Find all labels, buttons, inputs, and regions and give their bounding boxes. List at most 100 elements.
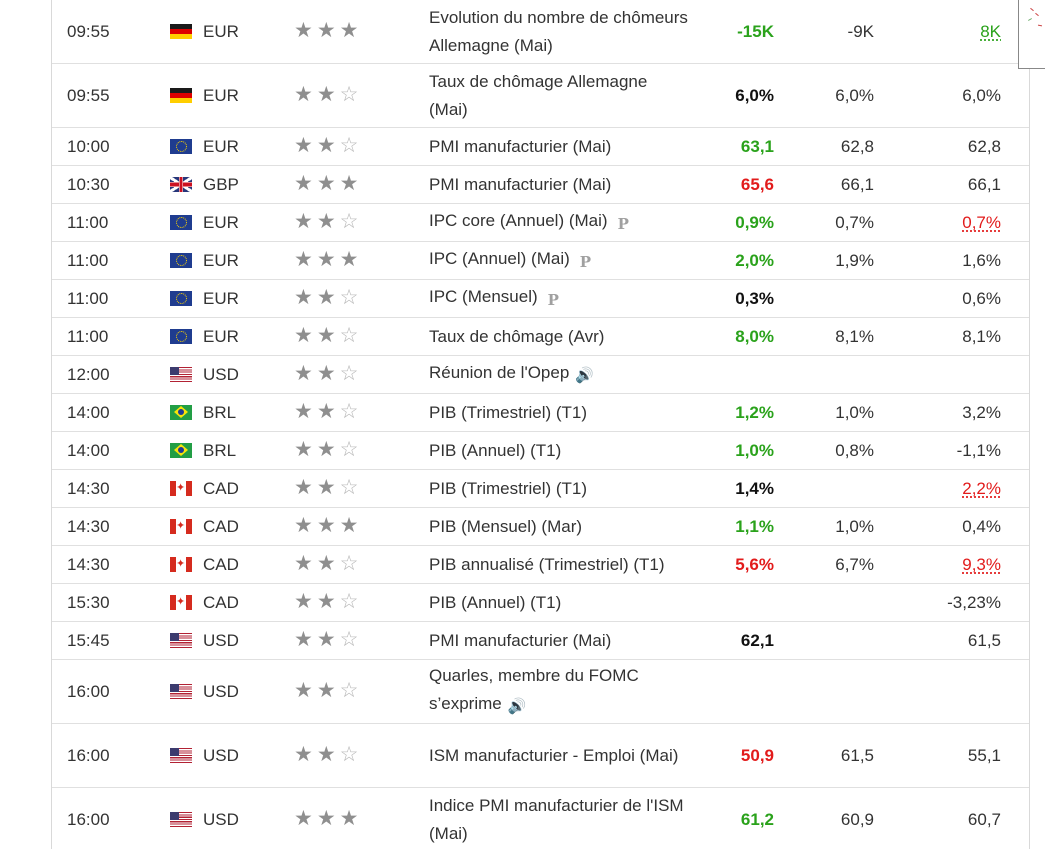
previous-value: 66,1 (874, 166, 1001, 204)
event-row[interactable]: 15:45 USD ★★☆ PMI manufacturier (Mai) 62,1 61… (52, 622, 1029, 660)
eu-flag-icon (170, 214, 192, 230)
event-name-link[interactable]: PIB (Mensuel) (Mar) (429, 516, 583, 536)
event-name-link[interactable]: PMI manufacturier (Mai) (429, 630, 612, 650)
event-row[interactable]: 16:00 USD ★★☆ ISM manufacturier - Emploi (M… (52, 724, 1029, 788)
row-spacer (1001, 584, 1029, 622)
event-currency: EUR (170, 64, 294, 128)
event-name-link[interactable]: Taux de chômage Allemagne (Mai) (429, 71, 648, 119)
star-filled-icon: ★ (316, 134, 340, 157)
event-row[interactable]: 09:55 EUR ★★★ Evolution du nombre de chômeu… (52, 0, 1029, 64)
uk-flag-icon (170, 176, 192, 192)
speaker-icon[interactable]: 🔊 (507, 698, 527, 715)
event-name-link[interactable]: IPC core (Annuel) (Mai) (429, 211, 608, 230)
importance-stars: ★★☆ (294, 432, 429, 470)
event-name-cell: IPC (Annuel) (Mai) P (429, 242, 689, 280)
economic-calendar-table: 09:55 EUR ★★★ Evolution du nombre de chômeu… (52, 0, 1029, 849)
preliminary-release-icon[interactable]: P (547, 291, 559, 309)
row-spacer (1001, 204, 1029, 242)
event-name-link[interactable]: IPC (Annuel) (Mai) (429, 249, 570, 268)
previous-value: -1,1% (874, 432, 1001, 470)
event-row[interactable]: 11:00 EUR ★★☆ Taux de chômage (Avr) 8,0% 8,1%… (52, 318, 1029, 356)
previous-value-text: 8,1% (962, 326, 1001, 346)
star-empty-icon: ☆ (339, 438, 363, 461)
previous-value: 61,5 (874, 622, 1001, 660)
importance-stars: ★★☆ (294, 356, 429, 394)
event-name-cell: PIB (Trimestriel) (T1) (429, 394, 689, 432)
event-name-link[interactable]: ISM manufacturier - Emploi (Mai) (429, 745, 679, 765)
star-filled-icon: ★ (316, 172, 340, 195)
previous-value: 1,6% (874, 242, 1001, 280)
event-row[interactable]: 11:00 EUR ★★☆ IPC (Mensuel) P 0,3% 0,6% (52, 280, 1029, 318)
row-spacer (1001, 166, 1029, 204)
event-row[interactable]: 14:30CAD★★★PIB (Mensuel) (Mar)1,1%1,0%0,… (52, 508, 1029, 546)
event-row[interactable]: 16:00 USD ★★☆ Quarles, membre du FOMC s’exp… (52, 660, 1029, 724)
event-time: 14:30 (67, 516, 110, 536)
previous-value (874, 356, 1001, 394)
event-currency: BRL (170, 394, 294, 432)
importance-stars: ★★☆ (294, 280, 429, 318)
row-spacer (1001, 470, 1029, 508)
us-flag-icon (170, 632, 192, 648)
previous-value: 0,6% (874, 280, 1001, 318)
event-name-link[interactable]: IPC (Mensuel) (429, 287, 538, 306)
event-time: 10:30 (67, 174, 110, 194)
star-filled-icon: ★ (294, 83, 317, 106)
star-filled-icon: ★ (316, 807, 340, 830)
event-row[interactable]: 14:00 BRL ★★☆ PIB (Annuel) (T1) 1,0% 0,8% -1,1… (52, 432, 1029, 470)
canada-flag-icon (170, 480, 192, 496)
event-time: 15:30 (67, 592, 110, 612)
event-name-link[interactable]: Taux de chômage (Avr) (429, 326, 605, 346)
event-name-cell: ISM manufacturier - Emploi (Mai) (429, 724, 689, 788)
star-filled-icon: ★ (316, 552, 340, 575)
row-spacer (1001, 318, 1029, 356)
event-name-link[interactable]: PMI manufacturier (Mai) (429, 174, 612, 194)
preliminary-release-icon[interactable]: P (579, 253, 592, 271)
star-filled-icon: ★ (294, 19, 317, 42)
event-row[interactable]: 16:00 USD ★★★ Indice PMI manufacturier de l… (52, 788, 1029, 849)
event-row[interactable]: 14:30CAD★★☆PIB (Trimestriel) (T1)1,4%2,2… (52, 470, 1029, 508)
event-row[interactable]: 10:30 GBP ★★★ PMI manufacturier (Mai) 65,6 66… (52, 166, 1029, 204)
event-row[interactable]: 14:30CAD★★☆PIB annualisé (Trimestriel) (… (52, 546, 1029, 584)
previous-value-text: -1,1% (956, 440, 1001, 460)
event-row[interactable]: 10:00 EUR ★★☆ PMI manufacturier (Mai) 63,1 62… (52, 128, 1029, 166)
row-spacer (1001, 660, 1029, 724)
event-time: 10:00 (67, 136, 110, 156)
preliminary-release-icon[interactable]: P (617, 215, 629, 233)
star-filled-icon: ★ (294, 362, 317, 385)
event-name-link[interactable]: PIB (Trimestriel) (T1) (429, 402, 588, 422)
event-name-link[interactable]: PIB (Annuel) (T1) (429, 440, 562, 460)
forecast-value: 1,9% (835, 250, 874, 270)
actual-value (689, 356, 774, 394)
star-filled-icon: ★ (316, 514, 340, 537)
event-row[interactable]: 11:00 EUR ★★★ IPC (Annuel) (Mai) P 2,0% 1,9% 1,… (52, 242, 1029, 280)
event-name-link[interactable]: Evolution du nombre de chômeurs Allemagn… (429, 7, 688, 55)
event-name-cell: Réunion de l'Opep 🔊 (429, 356, 689, 394)
event-name-link[interactable]: Quarles, membre du FOMC s’exprime (429, 666, 639, 713)
eu-flag-icon (170, 290, 192, 306)
event-name-link[interactable]: Indice PMI manufacturier de l'ISM (Mai) (429, 795, 684, 843)
actual-value: 0,3% (735, 288, 774, 308)
forecast-value (774, 470, 874, 508)
star-filled-icon: ★ (316, 476, 340, 499)
event-row[interactable]: 14:00 BRL ★★☆ PIB (Trimestriel) (T1) 1,2% 1,0… (52, 394, 1029, 432)
forecast-value: 1,0% (835, 402, 874, 422)
currency-code: EUR (203, 85, 239, 105)
event-row[interactable]: 15:30CAD★★☆PIB (Annuel) (T1)-3,23% (52, 584, 1029, 622)
event-name-link[interactable]: PIB (Annuel) (T1) (429, 592, 562, 612)
event-name-link[interactable]: PMI manufacturier (Mai) (429, 136, 612, 156)
event-row[interactable]: 12:00 USD ★★☆ Réunion de l'Opep 🔊 (52, 356, 1029, 394)
event-name-link[interactable]: Réunion de l'Opep (429, 363, 570, 382)
event-row[interactable]: 09:55 EUR ★★☆ Taux de chômage Allemagne (Ma… (52, 64, 1029, 128)
event-currency: CAD (170, 584, 294, 622)
importance-stars: ★★☆ (294, 318, 429, 356)
previous-value: 6,0% (874, 64, 1001, 128)
event-name-cell: PMI manufacturier (Mai) (429, 622, 689, 660)
speaker-icon[interactable]: 🔊 (575, 367, 594, 384)
star-empty-icon: ☆ (339, 324, 363, 347)
event-name-link[interactable]: PIB annualisé (Trimestriel) (T1) (429, 554, 665, 574)
event-row[interactable]: 11:00 EUR ★★☆ IPC core (Annuel) (Mai) P 0,9% 0… (52, 204, 1029, 242)
forecast-value: 8,1% (835, 326, 874, 346)
event-name-link[interactable]: PIB (Trimestriel) (T1) (429, 478, 588, 498)
event-time: 14:00 (67, 402, 110, 422)
forecast-value: 6,0% (835, 85, 874, 105)
